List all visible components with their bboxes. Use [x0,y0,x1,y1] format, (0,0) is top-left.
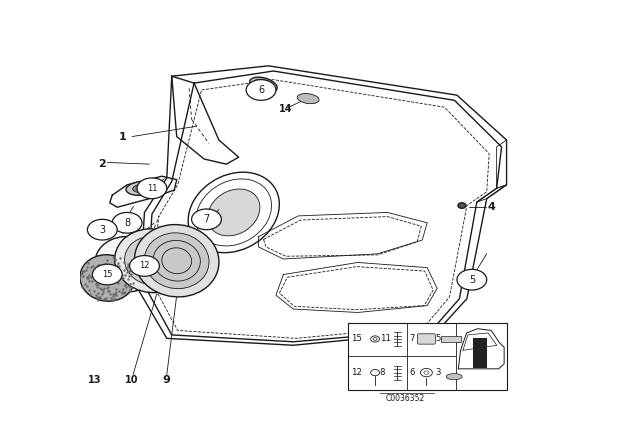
Circle shape [191,209,221,230]
FancyBboxPatch shape [441,336,461,342]
FancyBboxPatch shape [417,334,435,344]
Circle shape [88,220,117,240]
Text: 5: 5 [435,335,440,344]
Circle shape [457,269,487,290]
Circle shape [137,178,167,198]
Circle shape [246,80,276,100]
Ellipse shape [95,237,159,292]
Ellipse shape [125,237,179,285]
Text: 5: 5 [468,275,475,285]
Ellipse shape [115,229,189,293]
Text: 1: 1 [118,132,126,142]
Ellipse shape [126,181,158,195]
Text: 3: 3 [435,368,440,377]
Ellipse shape [253,79,273,90]
Circle shape [92,264,122,285]
Text: 7: 7 [204,214,210,224]
Circle shape [112,212,142,233]
Ellipse shape [297,94,319,103]
Text: 4: 4 [488,202,495,212]
Text: 3: 3 [99,225,106,235]
Text: 6: 6 [410,368,415,377]
Text: 11: 11 [380,335,390,344]
Text: 13: 13 [88,375,102,385]
Circle shape [130,255,159,276]
Text: 15: 15 [102,270,113,279]
Text: C0036352: C0036352 [385,393,424,403]
Text: 8: 8 [380,368,385,377]
Text: 7: 7 [410,335,415,344]
Bar [473,338,487,367]
Text: 8: 8 [124,218,130,228]
Text: 2: 2 [99,159,106,169]
Ellipse shape [446,374,462,380]
Text: 12: 12 [351,368,362,377]
Text: 10: 10 [125,375,139,385]
Text: 14: 14 [279,104,292,114]
Ellipse shape [145,233,209,289]
Ellipse shape [250,77,277,92]
Text: 9: 9 [163,375,171,385]
Text: 6: 6 [258,85,264,95]
Ellipse shape [132,184,151,193]
Ellipse shape [207,189,260,236]
Text: 12: 12 [140,262,150,271]
Ellipse shape [80,255,134,301]
Text: 11: 11 [147,184,157,193]
Ellipse shape [134,224,219,297]
Text: 15: 15 [351,335,362,344]
Ellipse shape [458,203,466,208]
Bar [348,323,507,390]
